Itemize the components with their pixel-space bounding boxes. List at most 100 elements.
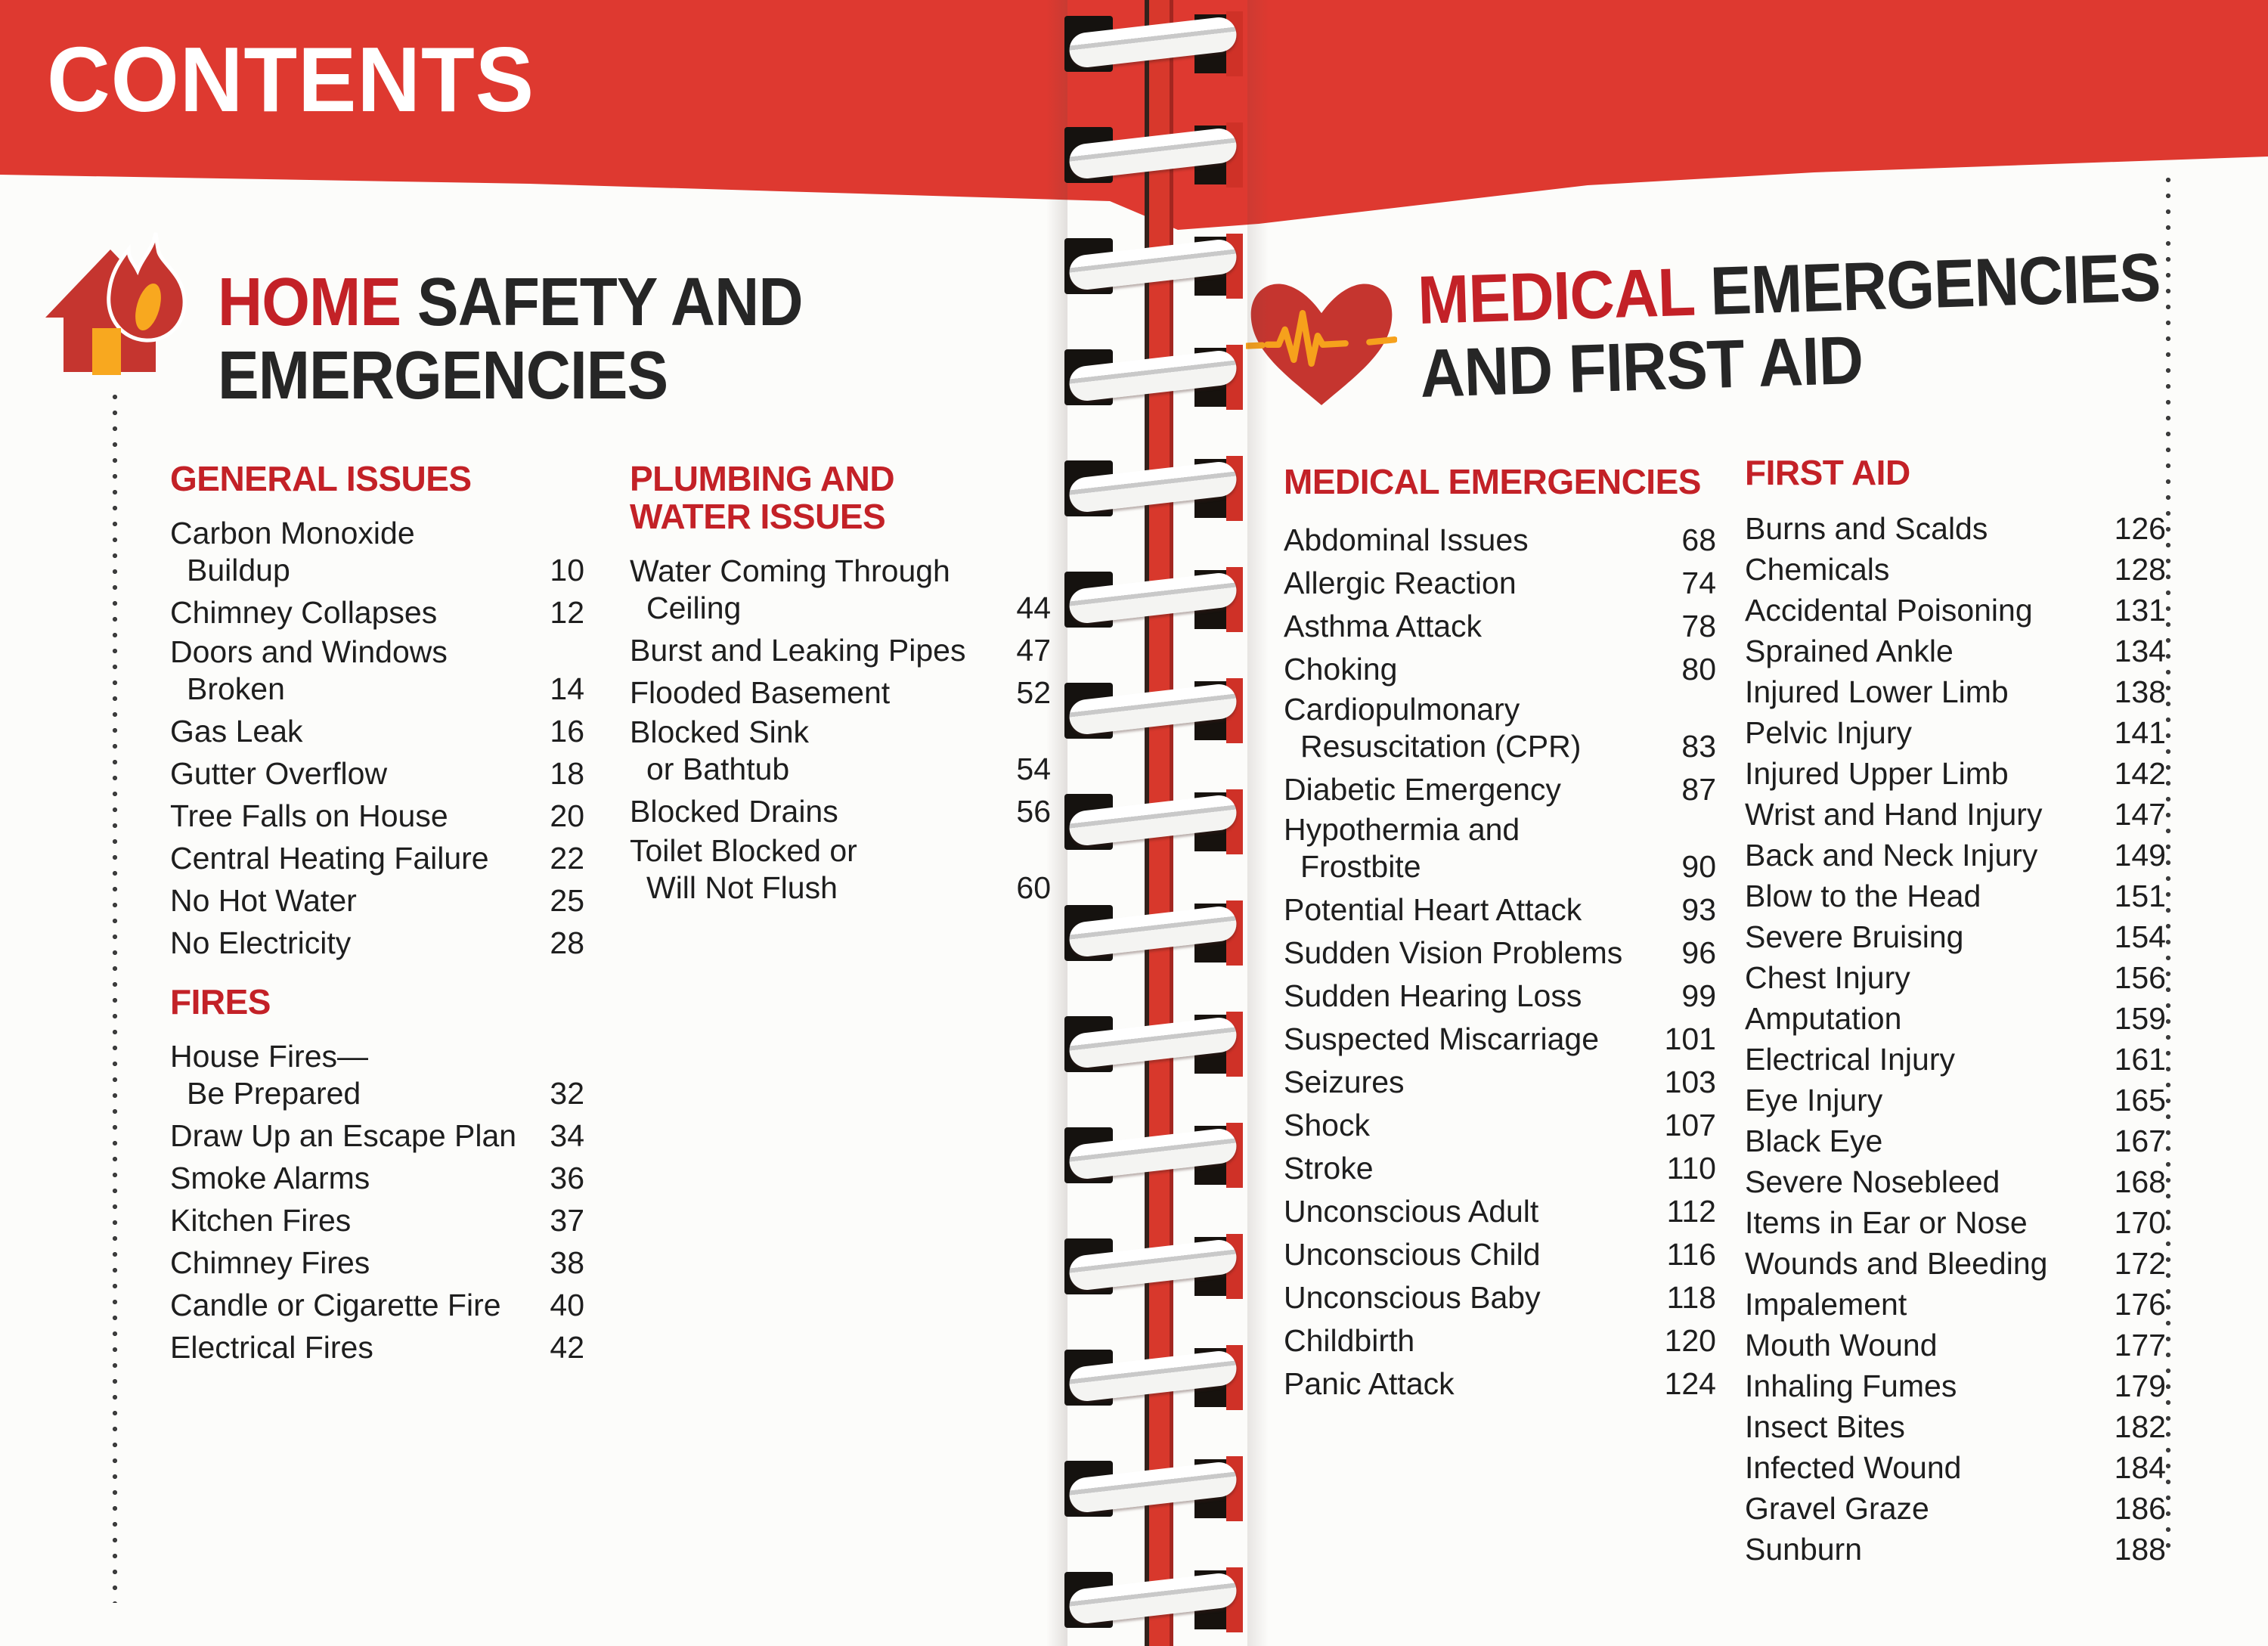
toc-item: Stroke 110: [1284, 1144, 1716, 1187]
toc-item-label: Unconscious Adult: [1284, 1194, 1539, 1229]
toc-item: Wounds and Bleeding 172: [1745, 1241, 2166, 1282]
toc-item-label: Blocked Sink or Bathtub: [630, 715, 810, 786]
toc-page-number: 37: [550, 1203, 584, 1238]
spiral-binding: [1046, 0, 1269, 1646]
toc-page-number: 184: [2114, 1450, 2166, 1485]
toc-item: Unconscious Baby 118: [1284, 1273, 1716, 1316]
toc-item: Eye Injury 165: [1745, 1078, 2166, 1119]
toc-item-label: Amputation: [1745, 1001, 1902, 1036]
toc-item: Chest Injury 156: [1745, 956, 2166, 997]
toc-page-number: 83: [1681, 729, 1716, 764]
toc-item: Smoke Alarms 36: [170, 1155, 584, 1197]
toc-page-number: 38: [550, 1245, 584, 1280]
toc-item: Sprained Ankle 134: [1745, 629, 2166, 670]
spiral-coil: [1064, 785, 1243, 857]
toc-item-label: Tree Falls on House: [170, 798, 448, 833]
toc-item-label: Burns and Scalds: [1745, 511, 1988, 546]
toc-item-label: No Electricity: [170, 925, 352, 960]
right-margin-dotted-line: [2165, 172, 2171, 1552]
toc-item: Hypothermia and Frostbite 90: [1284, 808, 1716, 885]
pulse-dash-right: [1366, 336, 1397, 346]
right-page-header: MEDICAL EMERGENCIES AND FIRST AID: [1417, 239, 2237, 412]
toc-item-label: Sprained Ankle: [1745, 634, 1954, 668]
left-margin-dotted-line: [112, 389, 118, 1603]
toc-page-number: 10: [550, 553, 584, 587]
toc-item-label: Sudden Hearing Loss: [1284, 978, 1582, 1013]
toc-page-number: 16: [550, 714, 584, 749]
spiral-coil: [1064, 1341, 1243, 1413]
contents-title: CONTENTS: [47, 28, 535, 131]
toc-item: Black Eye 167: [1745, 1119, 2166, 1160]
toc-item: Severe Bruising 154: [1745, 915, 2166, 956]
toc-item: Flooded Basement 52: [630, 669, 1051, 711]
toc-item: Sunburn 188: [1745, 1527, 2166, 1568]
toc-item: Carbon Monoxide Buildup 10: [170, 513, 584, 589]
spiral-coil: [1064, 451, 1243, 524]
section-title: FIRST AID: [1745, 454, 2166, 491]
toc-item: Gas Leak 16: [170, 708, 584, 750]
toc-page-number: 161: [2114, 1042, 2166, 1077]
toc-page-number: 141: [2114, 715, 2166, 750]
section-items: Carbon Monoxide Buildup 10 Chimney Collapse…: [170, 513, 584, 962]
toc-item-label: Insect Bites: [1745, 1409, 1905, 1444]
toc-page-number: 52: [1016, 675, 1051, 710]
toc-item: Unconscious Adult 112: [1284, 1187, 1716, 1230]
toc-item: Blow to the Head 151: [1745, 874, 2166, 915]
toc-item: Infected Wound 184: [1745, 1446, 2166, 1486]
toc-item: Suspected Miscarriage 101: [1284, 1015, 1716, 1058]
toc-item: Burst and Leaking Pipes 47: [630, 627, 1051, 669]
toc-page-number: 99: [1681, 978, 1716, 1013]
toc-page-number: 80: [1681, 652, 1716, 687]
toc-page-number: 168: [2114, 1164, 2166, 1199]
left-title-line1: HOME SAFETY AND: [218, 266, 803, 339]
toc-item-label: Choking: [1284, 652, 1398, 687]
toc-item: Impalement 176: [1745, 1282, 2166, 1323]
spiral-coil: [1064, 1563, 1243, 1635]
toc-page-number: 177: [2114, 1328, 2166, 1362]
toc-item: Severe Nosebleed 168: [1745, 1160, 2166, 1201]
toc-item: Childbirth 120: [1284, 1316, 1716, 1359]
toc-item: Blocked Sink or Bathtub 54: [630, 711, 1051, 788]
toc-item-label: Sunburn: [1745, 1532, 1863, 1567]
toc-item-label: Injured Lower Limb: [1745, 674, 2009, 709]
toc-item-label: Inhaling Fumes: [1745, 1369, 1957, 1403]
toc-item: Candle or Cigarette Fire 40: [170, 1282, 584, 1324]
toc-item-label: Injured Upper Limb: [1745, 756, 2009, 791]
toc-page-number: 118: [1666, 1280, 1716, 1315]
toc-page-number: 147: [2114, 797, 2166, 832]
toc-item: Accidental Poisoning 131: [1745, 588, 2166, 629]
toc-item: Electrical Injury 161: [1745, 1037, 2166, 1078]
toc-page-number: 120: [1664, 1323, 1716, 1358]
left-title-red-word: HOME: [218, 265, 401, 340]
toc-item: No Hot Water 25: [170, 877, 584, 919]
toc-page-number: 32: [550, 1076, 584, 1111]
left-title-line2: EMERGENCIES: [218, 338, 668, 414]
toc-item: Amputation 159: [1745, 997, 2166, 1037]
toc-page-number: 78: [1681, 609, 1716, 643]
toc-page-number: 28: [550, 925, 584, 960]
toc-item-label: Potential Heart Attack: [1284, 892, 1582, 927]
toc-page-number: 54: [1016, 752, 1051, 786]
toc-page-number: 110: [1666, 1151, 1716, 1186]
toc-item: Kitchen Fires 37: [170, 1197, 584, 1239]
pulse-line: [1264, 310, 1349, 367]
spiral-coil: [1064, 1007, 1243, 1080]
toc-item-label: Black Eye: [1745, 1124, 1883, 1158]
toc-item-label: Asthma Attack: [1284, 609, 1483, 643]
toc-item-label: Burst and Leaking Pipes: [630, 633, 966, 668]
toc-item-label: Accidental Poisoning: [1745, 593, 2033, 628]
toc-item: Water Coming Through Ceiling 44: [630, 550, 1051, 627]
toc-item-label: Shock: [1284, 1108, 1370, 1142]
toc-item-label: Smoke Alarms: [170, 1161, 370, 1195]
heart-pulse-icon: [1246, 284, 1397, 405]
toc-item: Choking 80: [1284, 645, 1716, 688]
toc-page-number: 60: [1016, 870, 1051, 905]
toc-page-number: 56: [1016, 794, 1051, 829]
toc-page-number: 90: [1681, 849, 1716, 884]
toc-page-number: 112: [1666, 1194, 1716, 1229]
toc-item-label: Water Coming Through Ceiling: [630, 553, 950, 625]
toc-item: Pelvic Injury 141: [1745, 711, 2166, 752]
spiral-coil: [1064, 7, 1243, 79]
toc-item-label: Kitchen Fires: [170, 1203, 352, 1238]
